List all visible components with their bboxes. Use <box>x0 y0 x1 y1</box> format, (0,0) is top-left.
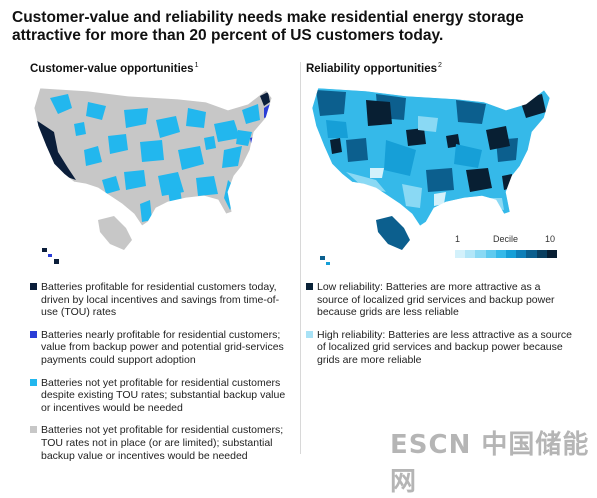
legend-text: Batteries nearly profitable for resident… <box>41 328 284 366</box>
legend-item-profitable-today: Batteries profitable for residential cus… <box>30 281 292 319</box>
right-panel-title: Reliability opportunities2 <box>306 62 442 75</box>
decile-step-5 <box>495 250 506 258</box>
decile-step-4 <box>485 250 496 258</box>
legend-text: Batteries not yet profitable for residen… <box>41 424 284 462</box>
decile-step-1 <box>455 250 466 258</box>
legend-swatch <box>30 378 37 386</box>
legend-swatch <box>30 426 37 434</box>
decile-step-2 <box>465 250 476 258</box>
chart-title: Customer-value and reliability needs mak… <box>12 9 524 44</box>
legend-item-high-reliability: High reliability: Batteries are less att… <box>306 329 574 367</box>
legend-text: Batteries not yet profitable for residen… <box>41 376 286 414</box>
decile-legend: 1 Decile 10 <box>455 234 557 264</box>
legend-item-not-yet-tou: Batteries not yet profitable for residen… <box>30 377 292 415</box>
legend-text: Low reliability: Batteries are more attr… <box>317 281 555 319</box>
customer-value-legend: Batteries profitable for residential cus… <box>30 281 292 472</box>
right-panel-footnote: 2 <box>437 62 442 69</box>
decile-title: Decile <box>493 234 519 244</box>
alaska-shape-reliability <box>376 216 410 250</box>
alaska-shape <box>98 216 132 250</box>
hawaii-shape-reliability <box>320 256 330 265</box>
watermark-logo: ESCN 中国储能网 <box>390 430 590 497</box>
decile-step-6 <box>505 250 517 258</box>
panel-divider <box>300 62 301 454</box>
legend-swatch <box>30 330 37 338</box>
decile-color-bar <box>455 250 557 258</box>
hawaii-shape <box>42 248 59 264</box>
customer-value-map <box>33 87 273 264</box>
decile-step-8 <box>526 250 537 258</box>
legend-item-nearly-profitable: Batteries nearly profitable for resident… <box>30 329 292 367</box>
decile-step-10 <box>546 250 557 258</box>
left-panel-title-text: Customer-value opportunities <box>30 63 194 75</box>
decile-min-label: 1 <box>455 234 461 244</box>
legend-swatch <box>30 283 37 290</box>
legend-item-not-yet-no-tou: Batteries not yet profitable for residen… <box>30 424 292 462</box>
legend-swatch <box>306 283 313 290</box>
reliability-legend: Low reliability: Batteries are more attr… <box>306 281 574 377</box>
left-panel-footnote: 1 <box>194 62 199 69</box>
decile-step-3 <box>475 250 486 258</box>
legend-item-low-reliability: Low reliability: Batteries are more attr… <box>306 281 574 319</box>
decile-step-7 <box>516 250 527 258</box>
legend-swatch <box>306 330 313 338</box>
reliability-map <box>311 87 551 265</box>
decile-step-9 <box>536 250 547 258</box>
legend-text: Batteries profitable for residential cus… <box>41 281 280 319</box>
legend-text: High reliability: Batteries are less att… <box>317 328 573 366</box>
right-panel-title-text: Reliability opportunities <box>306 63 437 75</box>
decile-max-label: 10 <box>545 234 556 244</box>
left-panel-title: Customer-value opportunities1 <box>30 62 198 75</box>
